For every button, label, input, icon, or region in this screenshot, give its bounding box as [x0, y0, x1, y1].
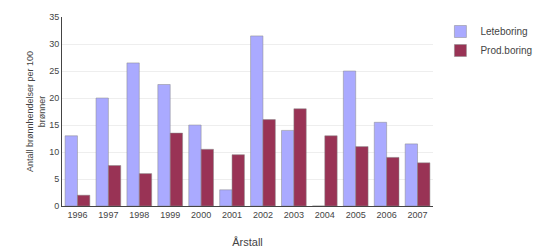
svg-text:Årstall: Årstall [232, 236, 263, 248]
svg-text:2007: 2007 [408, 210, 428, 220]
svg-text:2004: 2004 [315, 210, 335, 220]
svg-text:1996: 1996 [67, 210, 87, 220]
svg-text:2003: 2003 [284, 210, 304, 220]
svg-text:20: 20 [49, 93, 59, 103]
svg-text:Antall brønnhendelser per 100b: Antall brønnhendelser per 100brønner [25, 51, 47, 172]
svg-text:1998: 1998 [129, 210, 149, 220]
svg-text:Prod.boring: Prod.boring [480, 45, 532, 56]
svg-text:25: 25 [49, 66, 59, 76]
svg-text:Leteboring: Leteboring [480, 26, 527, 37]
svg-text:35: 35 [49, 12, 59, 22]
svg-text:2002: 2002 [253, 210, 273, 220]
svg-text:5: 5 [54, 174, 59, 184]
svg-text:2005: 2005 [346, 210, 366, 220]
svg-text:2006: 2006 [377, 210, 397, 220]
svg-text:1999: 1999 [160, 210, 180, 220]
svg-text:15: 15 [49, 120, 59, 130]
svg-text:1997: 1997 [98, 210, 118, 220]
svg-text:10: 10 [49, 147, 59, 157]
svg-text:2000: 2000 [191, 210, 211, 220]
svg-text:2001: 2001 [222, 210, 242, 220]
svg-text:30: 30 [49, 39, 59, 49]
svg-text:0: 0 [54, 201, 59, 211]
